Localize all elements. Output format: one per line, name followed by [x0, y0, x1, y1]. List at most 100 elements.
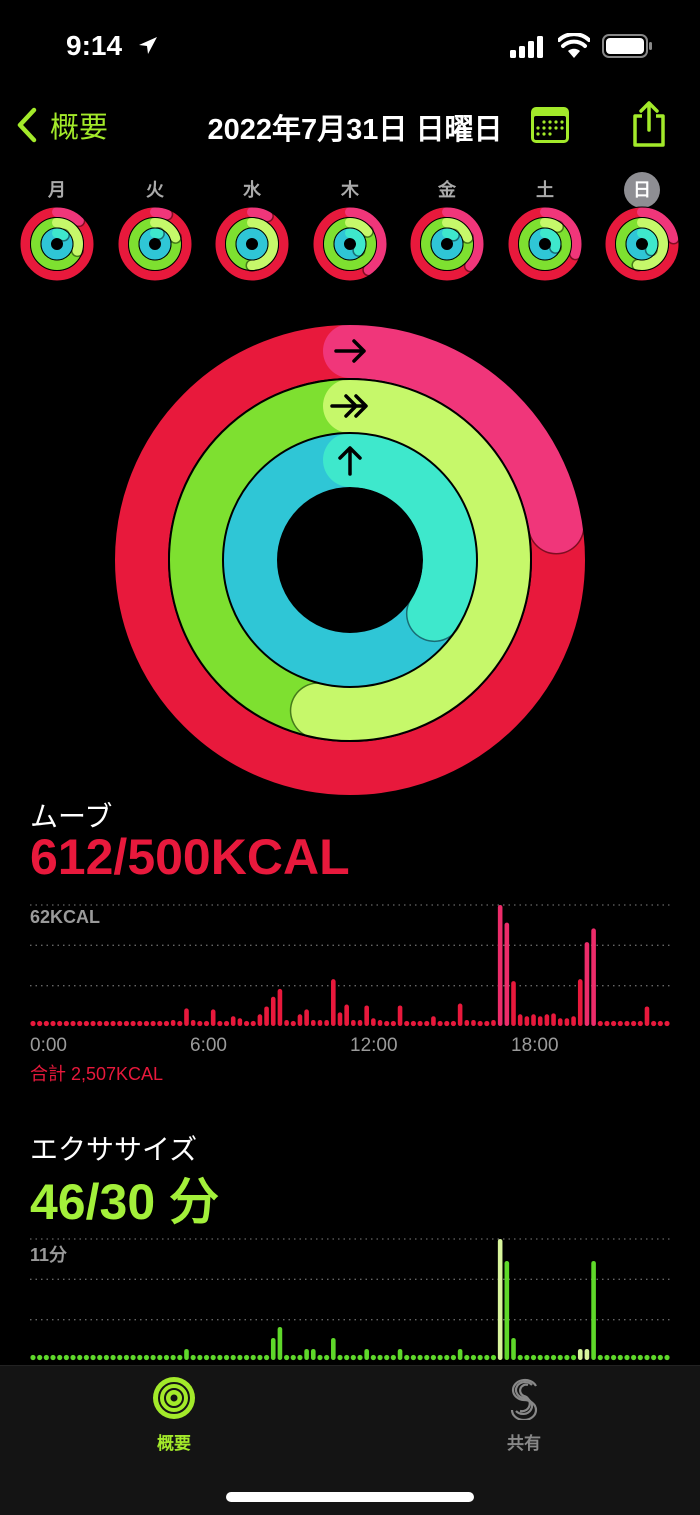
bar — [537, 1016, 543, 1026]
bar — [591, 1261, 596, 1360]
day-ring — [225, 217, 279, 272]
bar — [70, 1020, 76, 1027]
day-label[interactable]: 日 — [624, 172, 660, 208]
day-label[interactable]: 火 — [146, 180, 164, 200]
bar — [137, 1020, 143, 1027]
day-label[interactable]: 水 — [243, 180, 261, 200]
bar — [490, 1354, 497, 1361]
bar — [63, 1354, 69, 1361]
bar — [444, 1020, 450, 1027]
bar — [50, 1354, 56, 1361]
day-ring — [19, 206, 95, 282]
exercise-value: 46/30 分 — [30, 1174, 220, 1230]
bar — [203, 1020, 210, 1027]
day-rings[interactable] — [312, 206, 388, 282]
day-rings[interactable] — [214, 206, 290, 282]
home-indicator[interactable] — [226, 1492, 474, 1502]
bar — [430, 1354, 437, 1361]
day-ring — [420, 217, 474, 271]
wifi-icon — [558, 33, 590, 58]
bar — [263, 1354, 270, 1361]
bar — [304, 1349, 309, 1360]
day-rings[interactable] — [117, 206, 193, 282]
bar — [410, 1020, 416, 1027]
bar — [617, 1020, 623, 1027]
bar — [437, 1020, 443, 1027]
exercise-max-label: 11分 — [30, 1245, 68, 1265]
calendar-icon[interactable] — [530, 106, 570, 144]
bar — [170, 1020, 176, 1026]
day-ring — [507, 206, 583, 282]
exercise-title: エクササイズ — [30, 1134, 198, 1165]
bar — [624, 1354, 630, 1361]
bar — [470, 1354, 477, 1361]
status-time: 9:14 — [66, 30, 123, 61]
activity-rings — [113, 323, 587, 797]
bar — [277, 1327, 283, 1360]
bar — [457, 1003, 463, 1026]
bar — [77, 1020, 83, 1027]
day-label[interactable]: 金 — [438, 180, 456, 200]
bar — [123, 1020, 130, 1027]
bar — [117, 1354, 123, 1361]
bar — [210, 1009, 216, 1026]
tab-summary[interactable]: 概要 — [114, 1376, 234, 1454]
bar — [377, 1354, 383, 1361]
bar — [397, 1005, 403, 1026]
bar — [110, 1354, 116, 1361]
bar — [250, 1020, 256, 1027]
day-ring — [625, 227, 659, 261]
bar — [30, 1020, 36, 1027]
bar — [290, 1020, 296, 1027]
day-label[interactable]: 木 — [341, 180, 359, 200]
bar — [351, 1020, 356, 1026]
bar — [517, 1014, 523, 1026]
bar — [390, 1354, 396, 1361]
bar — [344, 1004, 349, 1026]
bar — [123, 1354, 130, 1361]
bar — [504, 922, 510, 1026]
bar — [197, 1020, 203, 1027]
bar — [477, 1354, 483, 1361]
bar — [617, 1354, 623, 1361]
share-icon[interactable] — [630, 100, 668, 148]
bar — [457, 1349, 463, 1360]
day-label[interactable]: 月 — [48, 180, 66, 200]
bar — [331, 979, 336, 1026]
back-label: 概要 — [50, 112, 109, 144]
bar — [83, 1354, 89, 1361]
bar — [564, 1018, 570, 1026]
bar — [70, 1354, 76, 1361]
day-ring — [430, 227, 464, 261]
day-ring — [138, 227, 172, 261]
bar — [210, 1354, 216, 1361]
day-ring — [615, 217, 669, 272]
exercise-arrow-icon — [330, 394, 368, 418]
bar — [651, 1020, 657, 1027]
bar — [637, 1020, 643, 1027]
bar — [410, 1354, 416, 1361]
bar — [217, 1020, 223, 1027]
bar — [103, 1020, 110, 1027]
bar — [637, 1354, 643, 1361]
bar — [177, 1354, 183, 1361]
day-label[interactable]: 土 — [536, 180, 554, 200]
bar — [577, 979, 583, 1026]
bar — [310, 1349, 316, 1360]
bar — [184, 1349, 189, 1360]
tab-sharing[interactable]: 共有 — [464, 1376, 584, 1454]
bar — [150, 1354, 156, 1361]
bar — [571, 1016, 576, 1026]
back-button[interactable]: 概要 — [14, 104, 108, 146]
bar — [484, 1020, 490, 1027]
day-rings[interactable] — [409, 206, 485, 282]
bar — [250, 1354, 256, 1361]
day-rings[interactable] — [19, 206, 95, 282]
bar — [644, 1006, 650, 1026]
bar — [611, 1020, 617, 1027]
exercise-chart: 11分 — [0, 1229, 700, 1369]
day-rings[interactable] — [604, 206, 680, 282]
bar — [163, 1020, 170, 1027]
day-rings[interactable] — [507, 206, 583, 282]
stand-arrow-icon — [338, 446, 362, 476]
